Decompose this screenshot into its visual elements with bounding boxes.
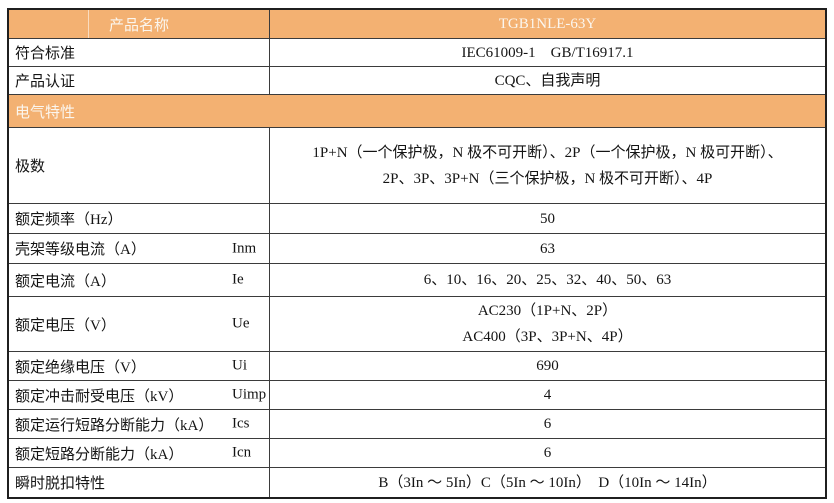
table-row: 瞬时脱扣特性 B（3In ～ 5In）C（5In ～ 10In） D（10In … (9, 467, 825, 497)
row-value-line: 6 (543, 416, 552, 432)
table-row: 额定频率（Hz） 50 (9, 203, 825, 233)
row-label-cell: 额定绝缘电压（V） Ui (9, 352, 270, 380)
product-spec-table: 产品名称 TGB1NLE-63Y 符合标准 IEC61009-1 GB/T169… (7, 8, 827, 499)
row-label: 额定冲击耐受电压（kV） (15, 388, 184, 405)
row-label: 极数 (15, 159, 46, 175)
table-row: 额定运行短路分断能力（kA） Ics 6 (9, 409, 825, 438)
row-value-cell: 6 (270, 410, 825, 438)
row-label: 额定电压（V） (15, 317, 116, 334)
table-row: 额定冲击耐受电压（kV） Uimp 4 (9, 380, 825, 409)
row-value-line: 6 (543, 445, 552, 461)
row-value-cell: 1P+N（一个保护极，N 极不可开断）、2P（一个保护极，N 极可开断）、 2P、… (270, 128, 825, 203)
row-value-line: AC230（1P+N、2P） (477, 303, 618, 319)
row-label-cell: 产品认证 (9, 67, 270, 94)
row-value-line: 4 (543, 387, 552, 403)
table-row: 额定绝缘电压（V） Ui 690 (9, 351, 825, 380)
table-row: 额定电压（V） Ue AC230（1P+N、2P） AC400（3P、3P+N、4… (9, 296, 825, 351)
row-label-cell: 额定短路分断能力（kA） Icn (9, 439, 270, 467)
row-symbol: Ui (232, 357, 247, 374)
section-header-cell: 电气特性 (9, 95, 825, 127)
row-symbol: Inm (232, 240, 257, 256)
row-value-cell: 50 (270, 204, 825, 233)
row-label: 额定绝缘电压（V） (15, 359, 146, 376)
row-value-line: AC400（3P、3P+N、4P） (462, 329, 633, 345)
section-header-label: 电气特性 (15, 104, 76, 121)
row-label: 产品认证 (15, 74, 76, 90)
row-label: 额定电流（A） (15, 273, 116, 290)
row-value: CQC、自我声明 (494, 72, 601, 89)
row-label: 额定短路分断能力（kA） (15, 446, 184, 463)
product-model-value: TGB1NLE-63Y (498, 15, 597, 32)
row-label-cell: 额定频率（Hz） (9, 204, 270, 233)
row-value-line: B（3In ～ 5In）C（5In ～ 10In） D（10In ～ 14In） (378, 474, 717, 491)
table-row: 产品认证 CQC、自我声明 (9, 66, 825, 94)
row-label-cell: 额定冲击耐受电压（kV） Uimp (9, 381, 270, 409)
row-label-cell: 额定运行短路分断能力（kA） Ics (9, 410, 270, 438)
table-row: 壳架等级电流（A） Inm 63 (9, 233, 825, 263)
row-symbol: Ue (232, 315, 250, 332)
row-value: IEC61009-1 GB/T16917.1 (461, 44, 634, 61)
row-label-cell: 额定电压（V） Ue (9, 297, 270, 351)
row-symbol: Ics (232, 415, 250, 432)
row-symbol: Uimp (232, 386, 267, 403)
row-value-line: 63 (540, 240, 555, 257)
row-value-line: 2P、3P、3P+N（三个保护极，N 极不可开断）、4P (382, 170, 713, 187)
product-model-cell: TGB1NLE-63Y (270, 10, 825, 38)
row-value-line: 1P+N（一个保护极，N 极不可开断）、2P（一个保护极，N 极可开断）、 (312, 144, 783, 161)
row-label: 额定频率（Hz） (15, 212, 123, 228)
row-label: 瞬时脱扣特性 (15, 476, 106, 492)
row-label-cell: 符合标准 (9, 39, 270, 66)
row-value-cell: 690 (270, 352, 825, 380)
row-value-cell: B（3In ～ 5In）C（5In ～ 10In） D（10In ～ 14In） (270, 468, 825, 497)
row-symbol: Ie (232, 271, 244, 288)
section-header-row: 电气特性 (9, 94, 825, 127)
table-row: 极数 1P+N（一个保护极，N 极不可开断）、2P（一个保护极，N 极可开断）、… (9, 127, 825, 203)
product-name-label: 产品名称 (108, 17, 169, 34)
row-label-cell: 极数 (9, 128, 270, 203)
row-value-line: 6、10、16、20、25、32、40、50、63 (423, 272, 672, 288)
table-row: 符合标准 IEC61009-1 GB/T16917.1 (9, 38, 825, 66)
product-name-header-cell: 产品名称 (9, 10, 270, 38)
row-value-cell: 6 (270, 439, 825, 467)
row-value-cell: CQC、自我声明 (270, 67, 825, 94)
row-value-cell: IEC61009-1 GB/T16917.1 (270, 39, 825, 66)
row-value-line: 50 (540, 210, 555, 227)
row-label-cell: 壳架等级电流（A） Inm (9, 234, 270, 263)
row-label-cell: 额定电流（A） Ie (9, 264, 270, 296)
row-symbol: Icn (232, 444, 252, 461)
row-label-cell: 瞬时脱扣特性 (9, 468, 270, 497)
row-value-cell: AC230（1P+N、2P） AC400（3P、3P+N、4P） (270, 297, 825, 351)
row-value-line: 690 (536, 358, 559, 374)
row-label: 符合标准 (15, 46, 76, 62)
row-label: 额定运行短路分断能力（kA） (15, 417, 214, 434)
row-value-cell: 63 (270, 234, 825, 263)
merged-cell-divider (88, 10, 89, 38)
table-row: 额定短路分断能力（kA） Icn 6 (9, 438, 825, 467)
table-row: 额定电流（A） Ie 6、10、16、20、25、32、40、50、63 (9, 263, 825, 296)
table-header-row: 产品名称 TGB1NLE-63Y (9, 10, 825, 38)
row-label: 壳架等级电流（A） (15, 242, 146, 258)
row-value-cell: 4 (270, 381, 825, 409)
row-value-cell: 6、10、16、20、25、32、40、50、63 (270, 264, 825, 296)
